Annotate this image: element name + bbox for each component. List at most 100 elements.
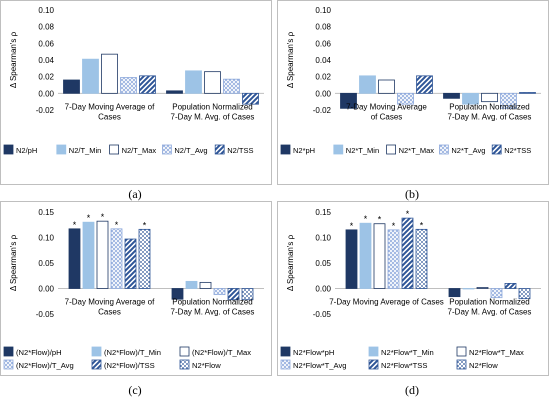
- bar-d-s5-c0: [415, 228, 428, 289]
- y-tick-label: 0.10: [38, 234, 54, 243]
- y-tick-label: 0.08: [38, 23, 54, 32]
- legend-swatch: [491, 144, 502, 155]
- category-label: 7-Day Moving Average of: [65, 298, 155, 307]
- y-tick-label: 0.05: [38, 259, 54, 268]
- legend-label: N2*Flow*T_Max: [469, 348, 524, 357]
- significance-star: *: [392, 221, 396, 231]
- bar-d-s4-c1: [504, 283, 517, 289]
- y-axis-label: Δ Spearman's ρ: [286, 234, 295, 291]
- legend-label: N2/T_Avg: [174, 146, 207, 155]
- legend-label: N2*Flow: [192, 361, 221, 370]
- legend-label: N2/pH: [16, 146, 37, 155]
- y-tick-label: -0.02: [313, 106, 332, 115]
- bar-b-s2-c0: [378, 79, 395, 94]
- bar-b-s4-c0: [416, 75, 433, 94]
- bar-d-s3-c1: [490, 288, 503, 299]
- bar-a-s2-c0: [101, 53, 118, 94]
- chart-b: Δ Spearman's ρ -0.02 0.00 0.02 0.04 0.06 0.08 0…: [277, 0, 549, 185]
- bar-c-s4-c1: [227, 288, 240, 301]
- chart-a: Δ Spearman's ρ -0.02 0.00 0.02 0.04 0.06 0.08 0…: [0, 0, 272, 185]
- bar-b-s4-c1: [519, 92, 536, 94]
- legend-label: N2/T_Min: [69, 146, 102, 155]
- legend-swatch: [91, 346, 102, 357]
- chart-panel-d: Δ Spearman's ρ -0.05 0.00 0.05 0.10 0.15 * * * * *…: [277, 201, 549, 376]
- y-tick-label: -0.05: [313, 310, 332, 319]
- bar-c-s2-c0: [96, 220, 109, 289]
- category-label: 7-Day M. Avg. of Cases: [171, 308, 255, 317]
- category-label: 7-Day Moving Average of: [65, 102, 155, 111]
- significance-star: *: [101, 212, 105, 222]
- bar-d-s1-c0: [359, 222, 372, 289]
- y-tick-label: 0.00: [315, 285, 331, 294]
- legend-label: N2/TSS: [227, 146, 253, 155]
- caption-c: (c): [128, 383, 142, 397]
- significance-star: *: [378, 215, 382, 225]
- bar-a-s3-c1: [223, 78, 240, 94]
- category-label: 7-Day M. Avg. of Cases: [448, 308, 532, 317]
- y-tick-label: -0.05: [36, 310, 55, 319]
- bar-a-s4-c1: [242, 92, 259, 105]
- legend-label: N2*Flow*T_Min: [381, 348, 434, 357]
- y-tick-label: 0.10: [38, 6, 54, 15]
- chart-c: Δ Spearman's ρ -0.05 0.00 0.05 0.10 0.15 * * * * *…: [0, 201, 272, 376]
- legend-label: N2*pH: [293, 146, 315, 155]
- legend-swatch: [368, 359, 379, 370]
- bar-a-s3-c0: [120, 77, 137, 94]
- bar-c-s3-c1: [213, 288, 226, 296]
- y-tick-label: 0.06: [315, 39, 331, 48]
- bar-d-s2-c1: [476, 287, 489, 289]
- bar-d-s0-c0: [345, 229, 358, 289]
- legend-label: (N2*Flow)/T_Min: [104, 348, 161, 357]
- legend-label: N2*Flow*pH: [293, 348, 334, 357]
- bar-a-s4-c0: [139, 75, 156, 94]
- legend-swatch: [3, 144, 14, 155]
- category-label: 7-Day Moving Average of Cases: [329, 298, 444, 307]
- y-tick-label: 0.15: [38, 208, 54, 217]
- bar-c-s5-c0: [138, 228, 151, 289]
- y-axis-label: Δ Spearman's ρ: [9, 234, 18, 291]
- caption-a: (a): [128, 187, 142, 201]
- y-tick-label: 0.08: [315, 23, 331, 32]
- legend-label: (N2*Flow)/T_Avg: [16, 361, 74, 370]
- bar-b-s0-c0: [340, 92, 357, 109]
- legend-label: (N2*Flow)/T_Max: [192, 348, 251, 357]
- bar-d-s3-c0: [387, 229, 400, 289]
- legend-label: N2/T_Max: [122, 146, 157, 155]
- chart-d: Δ Spearman's ρ -0.05 0.00 0.05 0.10 0.15 * * * * *…: [277, 201, 549, 376]
- y-tick-label: 0.00: [38, 285, 54, 294]
- y-tick-label: 0.06: [38, 39, 54, 48]
- y-tick-label: -0.02: [36, 106, 55, 115]
- legend-swatch: [109, 144, 119, 155]
- legend-swatch: [3, 359, 14, 370]
- bar-c-s2-c1: [199, 281, 212, 289]
- significance-star: *: [73, 220, 77, 230]
- significance-star: *: [350, 221, 354, 231]
- legend-swatch: [368, 346, 379, 357]
- significance-star: *: [143, 220, 147, 230]
- legend-swatch: [91, 359, 102, 370]
- bar-b-s1-c1: [462, 92, 479, 105]
- chart-panel-b: Δ Spearman's ρ -0.02 0.00 0.02 0.04 0.06 0.08 0…: [277, 0, 549, 185]
- category-label: 7-Day M. Avg. of Cases: [171, 112, 255, 121]
- legend-swatch: [333, 144, 344, 155]
- legend-swatch: [280, 144, 291, 155]
- significance-star: *: [406, 209, 410, 219]
- chart-frame: [277, 0, 549, 185]
- legend-swatch: [56, 144, 67, 155]
- bar-a-s0-c1: [166, 90, 183, 94]
- legend-label: N2*Flow*TSS: [381, 361, 427, 370]
- legend-swatch: [280, 346, 291, 357]
- y-tick-label: 0.02: [38, 73, 54, 82]
- legend-label: N2*T_Avg: [451, 146, 485, 155]
- category-label: 7-Day M. Avg. of Cases: [448, 112, 532, 121]
- legend-swatch: [386, 144, 396, 155]
- y-tick-label: 0.02: [315, 73, 331, 82]
- bar-d-s4-c0: [401, 217, 414, 289]
- legend-swatch: [456, 359, 467, 370]
- y-tick-label: 0.00: [38, 89, 54, 98]
- significance-star: *: [87, 213, 91, 223]
- y-tick-label: 0.10: [315, 234, 331, 243]
- bar-a-s0-c0: [63, 79, 80, 94]
- y-axis-label: Δ Spearman's ρ: [286, 31, 295, 88]
- bar-b-s2-c1: [481, 92, 498, 103]
